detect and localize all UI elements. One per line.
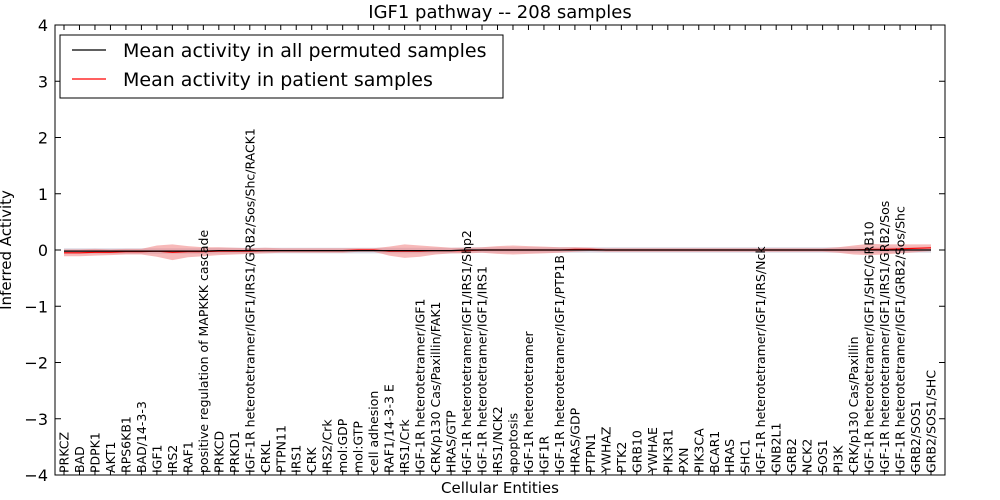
category-label: IRS1/Crk [397,419,412,473]
y-tick-label: 4 [38,16,48,35]
category-label: PTPN11 [273,425,288,473]
category-label: GRB2 [784,438,799,473]
category-label: IGF-1R heterotetramer/IGF1/IRS1/Shp2 [459,230,474,473]
category-label: NCK2 [800,439,815,473]
category-label: CRK/p130 Cas/Paxillin/FAK1 [428,302,443,474]
category-label: RAF1/14-3-3 E [382,384,397,473]
category-label: HRAS/GDP [567,407,582,473]
category-label: BAD [72,446,87,473]
category-label: YWHAE [645,427,660,474]
category-label: PTPN1 [583,433,598,473]
legend-entry-patient: Mean activity in patient samples [123,69,433,91]
category-label: SOS1 [815,439,830,473]
patient-band [64,243,931,261]
category-label: PIK3CA [691,428,706,473]
category-label: IGF-1R heterotetramer/IGF1/SHC/GRB10 [862,221,877,473]
category-label: IGF-1R heterotetramer/IGF1/PTP1B [552,255,567,473]
permuted-series-line [64,249,931,252]
category-label: cell adhesion [366,391,381,473]
category-label: IGF-1R heterotetramer/IGF1 [413,299,428,473]
category-label: RPS6KB1 [118,416,133,473]
category-label: BCAR1 [707,431,722,473]
y-tick-label: −4 [24,466,48,485]
legend: Mean activity in all permuted samples Me… [59,34,504,99]
category-label: IGF-1R heterotetramer/IGF1/IRS/Nck [753,246,768,473]
category-label: SHC1 [738,439,753,473]
legend-box [59,34,504,99]
category-label: IGF-1R heterotetramer [521,330,536,473]
category-label: CRKL [258,440,273,473]
series-lines [64,247,932,254]
legend-entry-permuted: Mean activity in all permuted samples [123,40,486,62]
category-label: IGF-1R heterotetramer/IGF1/IRS1/GRB2/Sos [877,201,892,473]
category-label: PRKCZ [57,432,72,473]
category-label: IGF-1R heterotetramer/IGF1/IRS1/GRB2/Sos… [242,128,257,473]
category-label: IRS2/Crk [320,419,335,473]
category-label: RAF1 [180,441,195,473]
category-labels: PRKCZ BAD PDPK1 AKT1 RPS6KB1 BAD/14-3-3 IGF1 IR… [57,128,939,474]
category-label: PI3K [831,445,846,473]
category-label: CRK/p130 Cas/Paxillin [846,336,861,473]
category-label: PRKCD [211,431,226,473]
y-axis-title: Inferred Activity [0,190,15,310]
y-tick-label: −3 [24,410,48,429]
category-label: IRS2 [165,445,180,473]
x-axis [63,25,932,475]
category-label: mol:GTP [351,421,366,473]
category-label: GRB2/SOS1/SHC [924,370,939,473]
category-label: apoptosis [506,413,521,473]
category-label: HRAS/GTP [444,410,459,473]
y-tick-label: −1 [24,297,48,316]
y-axis: −4 −3 −2 −1 0 1 2 3 4 [24,16,945,485]
category-label: mol:GDP [335,418,350,473]
category-label: CRK [304,447,319,473]
category-label: HRAS [722,439,737,473]
category-label: IGF1R [536,435,551,473]
category-label: IGF1 [149,444,164,473]
category-label: GNB2L1 [769,423,784,473]
category-label: AKT1 [103,442,118,473]
category-label: PRKD1 [227,431,242,473]
y-tick-label: 2 [38,129,48,148]
y-tick-label: 3 [38,72,48,91]
category-label: PXN [676,448,691,473]
category-label: GRB2/SOS1 [908,400,923,473]
category-label: IGF-1R heterotetramer/IGF1/GRB2/Sos/Shc [893,206,908,473]
x-axis-title: Cellular Entities [441,479,559,497]
category-label: positive regulation of MAPKKK cascade [196,230,211,473]
category-label: GRB10 [629,430,644,473]
y-tick-label: 1 [38,185,48,204]
category-label: PTK2 [614,442,629,473]
category-label: BAD/14-3-3 [134,401,149,473]
category-label: IGF-1R heterotetramer/IGF1/IRS1 [475,266,490,473]
category-label: IRS1 [289,445,304,473]
category-label: PIK3R1 [660,429,675,473]
y-tick-label: 0 [38,241,48,260]
category-label: PDPK1 [88,432,103,473]
y-tick-label: −2 [24,354,48,373]
category-label: IRS1/NCK2 [490,406,505,473]
chart-title: IGF1 pathway -- 208 samples [368,2,631,23]
category-label: YWHAZ [598,427,613,475]
